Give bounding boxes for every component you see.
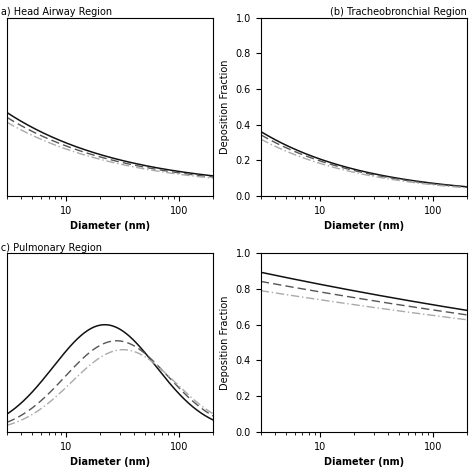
Y-axis label: Deposition Fraction: Deposition Fraction bbox=[220, 295, 230, 390]
X-axis label: Diameter (nm): Diameter (nm) bbox=[324, 221, 404, 231]
X-axis label: Diameter (nm): Diameter (nm) bbox=[70, 457, 150, 467]
X-axis label: Diameter (nm): Diameter (nm) bbox=[70, 221, 150, 231]
Text: (b) Tracheobronchial Region: (b) Tracheobronchial Region bbox=[330, 7, 467, 17]
X-axis label: Diameter (nm): Diameter (nm) bbox=[324, 457, 404, 467]
Y-axis label: Deposition Fraction: Deposition Fraction bbox=[220, 60, 230, 154]
Text: (c) Pulmonary Region: (c) Pulmonary Region bbox=[0, 243, 101, 253]
Text: (a) Head Airway Region: (a) Head Airway Region bbox=[0, 7, 112, 17]
